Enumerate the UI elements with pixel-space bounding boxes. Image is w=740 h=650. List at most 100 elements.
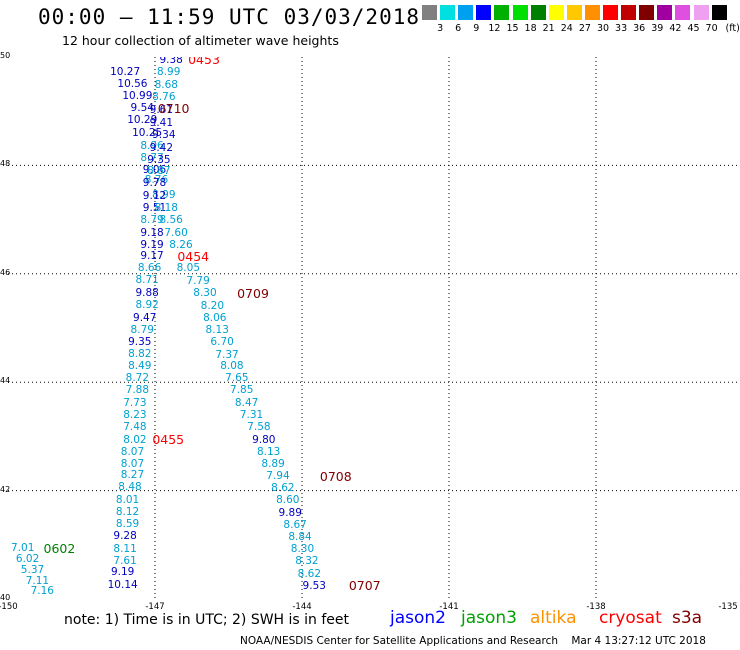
- wave-height-reading: 8.71: [135, 274, 159, 287]
- color-scale-label: 30: [596, 23, 610, 34]
- wave-height-reading: 8.18: [154, 202, 178, 215]
- color-scale-swatch: [530, 5, 546, 20]
- wave-height-reading: 9.12: [142, 190, 167, 203]
- color-scale-swatch: [693, 5, 709, 20]
- latitude-tick-label: 44: [0, 376, 11, 386]
- wave-height-reading: 10.27: [110, 65, 141, 78]
- wave-height-reading: 9.61: [149, 104, 174, 117]
- wave-height-reading: 8.02: [123, 433, 147, 446]
- wave-height-reading: 10.25: [132, 126, 163, 139]
- wave-height-reading: 8.27: [120, 469, 145, 482]
- wave-height-reading: 7.61: [113, 554, 137, 567]
- wave-height-reading: 8.99: [152, 188, 176, 201]
- wave-height-reading: 8.84: [288, 530, 312, 543]
- wave-height-reading: 8.87: [147, 165, 171, 178]
- wave-height-reading: 9.17: [140, 250, 164, 263]
- pass-time-label: 0602: [43, 540, 76, 556]
- wave-height-reading: 7.85: [230, 384, 254, 397]
- wave-height-reading: 8.89: [261, 457, 285, 470]
- wave-height-reading: 7.16: [30, 585, 54, 598]
- page-title: 00:00 – 11:59 UTC 03/03/2018: [38, 5, 421, 29]
- color-scale-swatch: [422, 5, 437, 20]
- wave-height-reading: 8.66: [137, 262, 162, 275]
- wave-height-reading: 8.20: [200, 299, 225, 312]
- satellite-legend-entry: s3a: [672, 608, 703, 628]
- color-scale-label: 33: [615, 23, 628, 34]
- wave-height-map[interactable]: 9.38 10.27 8.99 10.56 8.68 10.99 8.76 9.54 9.61 1…: [8, 57, 740, 599]
- color-scale-label: 6: [455, 23, 462, 34]
- pass-time-label: 0708: [319, 469, 352, 485]
- wave-height-reading: 8.99: [157, 66, 181, 79]
- credit-source: NOAA/NESDIS Center for Satellite Applica…: [240, 635, 558, 647]
- color-scale-swatch: [476, 5, 492, 20]
- wave-height-reading: 8.79: [140, 214, 164, 227]
- wave-height-reading: 9.80: [252, 433, 276, 446]
- credit-timestamp: Mar 4 13:27:12 UTC 2018: [571, 635, 706, 647]
- wave-height-reading: 7.65: [225, 372, 249, 385]
- color-scale-label: 3: [437, 23, 444, 34]
- longitude-tick-label: -135: [718, 602, 738, 612]
- wave-height-reading: 8.07: [120, 445, 145, 458]
- wave-height-reading: 8.62: [271, 482, 295, 495]
- wave-height-reading: 10.29: [127, 114, 158, 127]
- wave-height-reading: 9.35: [128, 336, 152, 349]
- wave-height-reading: 9.06: [142, 164, 167, 177]
- color-scale-label: 12: [488, 23, 501, 34]
- wave-height-reading: 17: [739, 572, 740, 583]
- wave-height-reading: 8.67: [283, 518, 307, 531]
- wave-height-reading: 9.88: [135, 287, 159, 300]
- color-scale-label: 9: [473, 23, 480, 34]
- wave-height-reading: 9.89: [278, 506, 302, 519]
- pass-time-label: 0454: [177, 248, 210, 264]
- wave-height-reading: 8.07: [120, 457, 145, 470]
- latitude-tick-label: 42: [0, 484, 11, 494]
- color-scale-label: 18: [524, 23, 537, 34]
- wave-height-reading: 8.60: [276, 493, 300, 506]
- wave-height-reading: 7.48: [123, 420, 147, 433]
- wave-height-reading: 7.73: [123, 396, 147, 409]
- wave-height-reading: 8.23: [123, 408, 147, 421]
- wave-height-reading: 8.05: [176, 262, 201, 275]
- color-scale-swatch: [566, 5, 582, 20]
- wave-height-reading: 9.47: [133, 311, 157, 324]
- color-scale-swatch: [494, 5, 510, 20]
- longitude-tick-label: -147: [145, 602, 165, 612]
- wave-height-reading: 8.48: [118, 481, 142, 494]
- wave-height-reading: 8.68: [154, 79, 178, 92]
- wave-height-reading: 10.56: [117, 77, 148, 90]
- wave-height-reading: 8.13: [256, 445, 281, 458]
- wave-height-reading: 6.02: [15, 552, 40, 565]
- wave-height-reading: 8.12: [115, 505, 140, 518]
- pass-time-label: 0710: [157, 101, 190, 117]
- wave-height-reading: 8.26: [169, 238, 193, 251]
- satellite-legend-entry: cryosat: [599, 608, 662, 628]
- pass-time-label: 0709: [237, 286, 269, 302]
- latitude-tick-label: 48: [0, 159, 11, 169]
- satellite-legend-entry: jason2: [390, 608, 446, 628]
- wave-height-reading: 7.79: [186, 274, 210, 287]
- wave-height-reading: 6.70: [210, 336, 234, 349]
- longitude-tick-label: -144: [292, 602, 312, 612]
- latitude-tick-label: 40: [0, 593, 11, 602]
- wave-height-reading: 7.01: [10, 541, 35, 554]
- color-scale-label: 70: [705, 23, 718, 34]
- wave-height-reading: 8.62: [297, 567, 322, 580]
- wave-height-reading: 7.94: [266, 469, 290, 482]
- wave-height-reading: 9.18: [140, 226, 164, 239]
- color-scale-label: 39: [651, 23, 664, 34]
- wave-height-reading: 8.76: [152, 90, 176, 103]
- color-scale-swatch: [639, 5, 655, 20]
- wave-height-reading: 9.19: [110, 566, 135, 579]
- longitude-tick-label: -150: [0, 602, 18, 612]
- longitude-tick-label: -141: [439, 602, 459, 612]
- footnote: note: 1) Time is in UTC; 2) SWH is in fe…: [64, 612, 350, 628]
- page-subtitle: 12 hour collection of altimeter wave hei…: [62, 33, 339, 48]
- wave-height-reading: 8.82: [128, 348, 152, 361]
- color-scale-label: 45: [687, 23, 700, 34]
- wave-height-reading: 9.53: [302, 579, 326, 592]
- wave-height-reading: 9.78: [142, 176, 167, 189]
- wave-height-reading: 8.76: [144, 174, 169, 187]
- wave-height-reading: 8.92: [135, 299, 159, 312]
- wave-height-reading: 8.77: [140, 151, 164, 164]
- wave-height-reading: 8.56: [159, 214, 183, 227]
